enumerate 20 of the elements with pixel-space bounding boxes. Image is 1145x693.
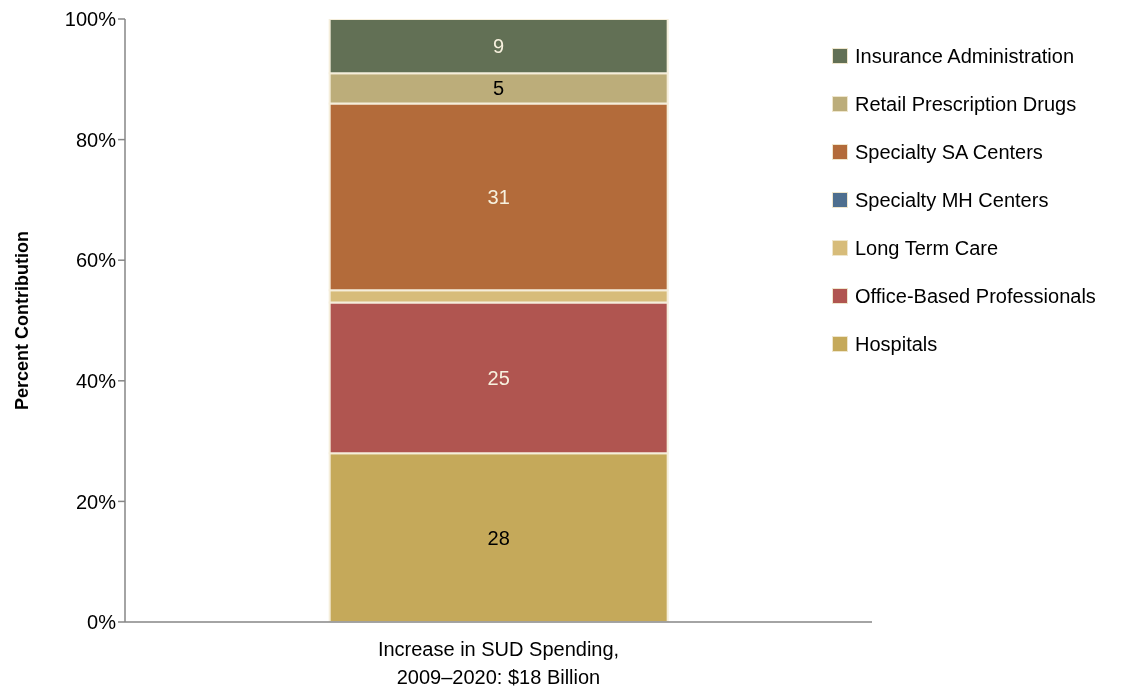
legend-label: Specialty SA Centers [855, 140, 1043, 164]
data-label: 5 [493, 77, 505, 100]
data-label: 28 [487, 526, 510, 549]
y-axis-title: Percent Contribution [12, 231, 32, 410]
legend-label: Hospitals [855, 332, 938, 356]
x-tick-label: Increase in SUD Spending, 2009–2020: $18 Billion [377, 638, 620, 689]
y-tick-label: 80% [75, 128, 117, 151]
y-tick-label: 60% [75, 249, 117, 272]
y-tick-label: 0% [87, 611, 117, 634]
data-label: 9 [493, 35, 505, 58]
legend-label: Office-Based Professionals [855, 284, 1096, 308]
y-tick-label: 40% [75, 369, 117, 392]
legend-label: Retail Prescription Drugs [855, 92, 1077, 116]
y-tick-label: 20% [75, 490, 117, 513]
legend-label: Insurance Administration [855, 44, 1075, 68]
legend-label: Specialty MH Centers [855, 188, 1049, 212]
legend-label: Long Term Care [855, 236, 999, 260]
data-label: 25 [487, 366, 510, 389]
y-tick-label: 100% [64, 8, 117, 31]
data-label: 31 [487, 185, 510, 208]
